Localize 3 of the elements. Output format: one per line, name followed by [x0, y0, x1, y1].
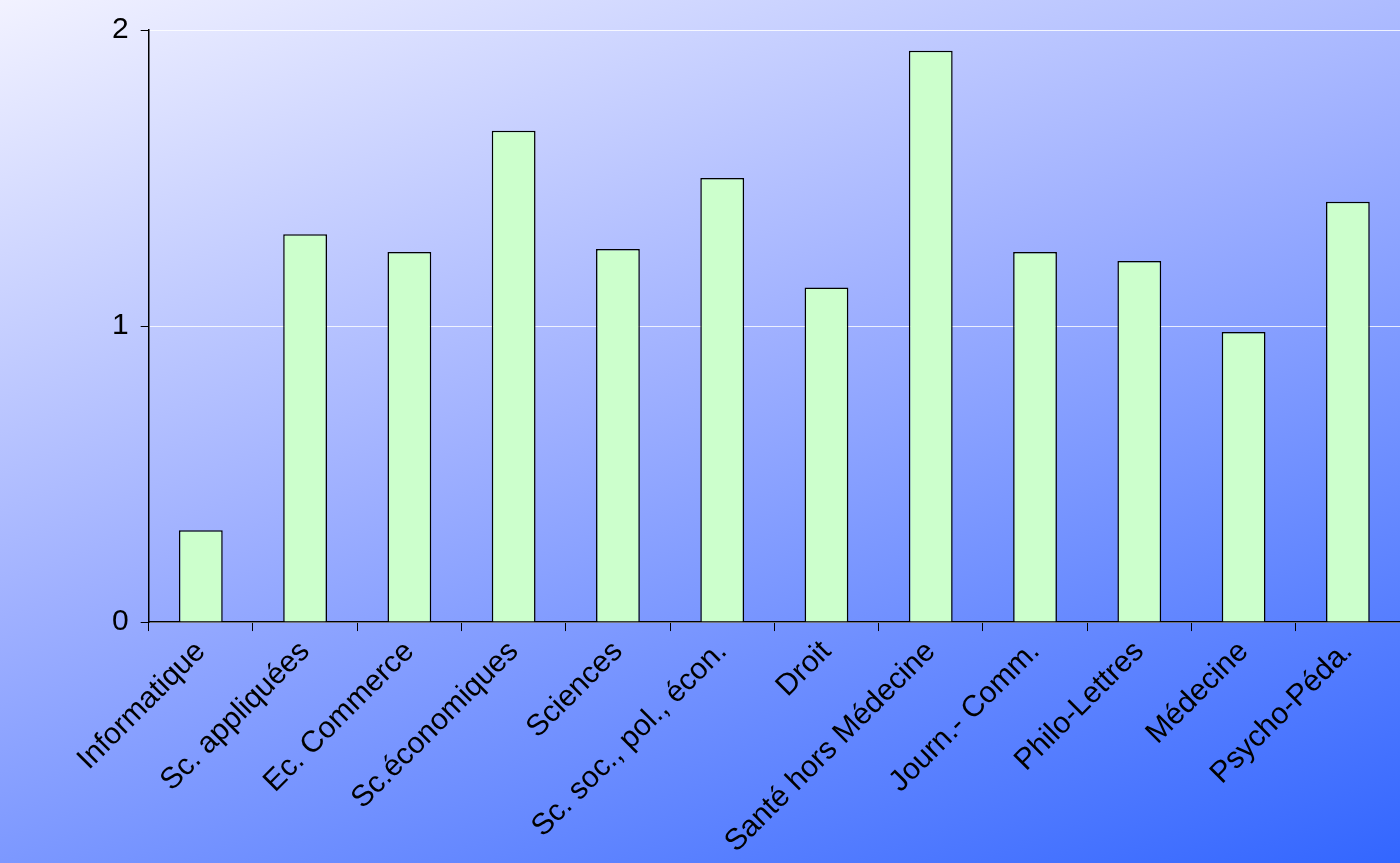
- y-tick-label: 0: [112, 603, 129, 637]
- y-tick-label: 2: [112, 11, 129, 45]
- y-tick-label: 1: [112, 307, 129, 341]
